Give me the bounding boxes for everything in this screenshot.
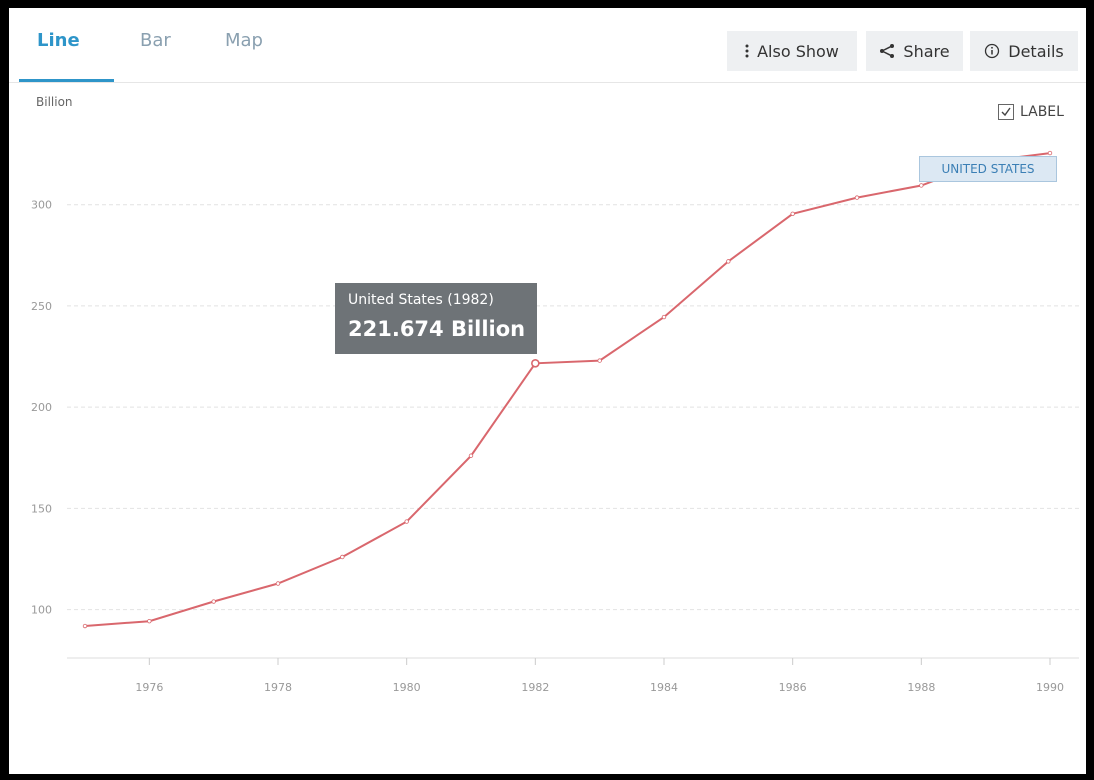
y-axis-unit-label: Billion: [36, 95, 73, 109]
data-point[interactable]: [661, 314, 667, 320]
data-point[interactable]: [597, 358, 602, 363]
data-point[interactable]: [726, 259, 731, 264]
y-axis-ticks: 100 150 200 250 300: [31, 199, 52, 617]
tooltip-title: United States (1982): [348, 292, 494, 308]
x-tick-label: 1984: [650, 681, 678, 694]
data-point[interactable]: [790, 211, 795, 217]
data-point[interactable]: [854, 195, 860, 200]
data-point[interactable]: [147, 618, 152, 624]
data-point[interactable]: [82, 623, 88, 629]
tab-line[interactable]: Line: [37, 30, 80, 51]
x-tick-label: 1978: [264, 681, 292, 694]
data-point[interactable]: [340, 554, 345, 560]
series-line-united-states: [84, 152, 1051, 627]
also-show-button[interactable]: Also Show: [727, 31, 857, 71]
details-label: Details: [1008, 41, 1064, 61]
series-points: [82, 150, 1053, 629]
data-point[interactable]: [1047, 150, 1053, 156]
data-tooltip: United States (1982) 221.674 Billion: [335, 283, 537, 354]
more-vertical-icon: [745, 44, 749, 58]
header-divider: [9, 82, 1086, 83]
tab-bar[interactable]: Bar: [140, 30, 171, 51]
data-point[interactable]: [275, 581, 281, 586]
x-tick-label: 1986: [779, 681, 807, 694]
data-point[interactable]: [468, 453, 474, 458]
highlighted-point[interactable]: [531, 358, 540, 368]
x-tick-label: 1982: [521, 681, 549, 694]
x-tick-label: 1988: [907, 681, 935, 694]
line-chart: 100 150 200 250 300 1976 1978 1980 1982 1984 1986…: [31, 150, 1079, 694]
data-point[interactable]: [919, 183, 924, 188]
share-label: Share: [903, 41, 950, 61]
details-button[interactable]: Details: [970, 31, 1078, 71]
x-tick-label: 1980: [393, 681, 421, 694]
active-tab-indicator: [19, 79, 114, 82]
label-toggle[interactable]: LABEL: [998, 104, 1064, 120]
tooltip-value: 221.674 Billion: [348, 317, 526, 341]
data-point[interactable]: [404, 519, 409, 524]
share-icon: [879, 43, 895, 59]
y-tick-label: 150: [31, 502, 52, 515]
y-tick-label: 200: [31, 401, 52, 414]
chart-panel: Line Bar Map Also Show Share Details Bil…: [9, 8, 1086, 774]
x-tick-label: 1976: [135, 681, 163, 694]
share-button[interactable]: Share: [866, 31, 963, 71]
series-label-united-states: UNITED STATES: [919, 156, 1057, 182]
y-tick-label: 300: [31, 199, 52, 212]
tab-map[interactable]: Map: [225, 30, 263, 51]
label-toggle-text: LABEL: [1020, 104, 1064, 120]
grid-lines: [67, 204, 1079, 611]
data-point[interactable]: [211, 599, 216, 604]
label-checkbox[interactable]: [998, 104, 1014, 120]
also-show-label: Also Show: [757, 41, 839, 61]
x-axis: 1976 1978 1980 1982 1984 1986 1988 1990: [67, 657, 1079, 694]
x-tick-label: 1990: [1036, 681, 1064, 694]
info-icon: [984, 43, 1000, 59]
y-tick-label: 250: [31, 300, 52, 313]
y-tick-label: 100: [31, 604, 52, 617]
